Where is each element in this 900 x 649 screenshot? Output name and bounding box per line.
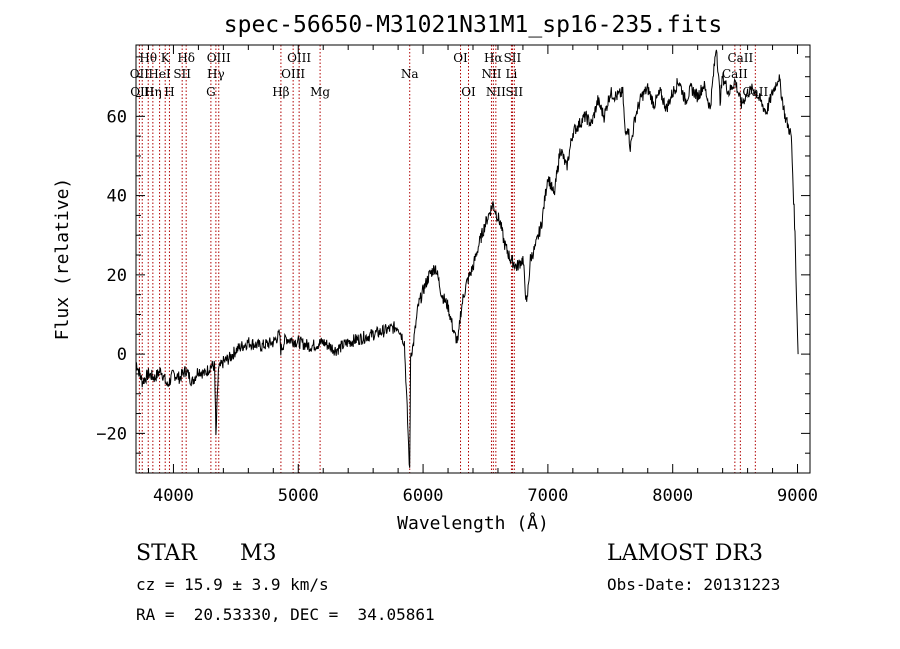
line-label-sii: SII bbox=[504, 51, 522, 65]
object-class: STAR bbox=[136, 541, 198, 566]
x-tick-label: 4000 bbox=[153, 486, 194, 506]
line-label-hθ: Hθ bbox=[139, 51, 157, 65]
line-label-oiii: OIII bbox=[207, 51, 231, 65]
line-label-caii: CaII bbox=[722, 67, 748, 81]
y-tick-label: 0 bbox=[117, 345, 127, 365]
y-axis-ticks: −20 0 20 40 60 bbox=[96, 56, 810, 454]
x-tick-label: 7000 bbox=[527, 486, 568, 506]
x-tick-label: 9000 bbox=[777, 486, 818, 506]
x-tick-label: 5000 bbox=[278, 486, 319, 506]
y-tick-label: 20 bbox=[107, 266, 127, 286]
line-label-k: K bbox=[161, 51, 171, 65]
line-label-hη: Hη bbox=[144, 85, 162, 99]
line-label-oiii: OIII bbox=[281, 67, 305, 81]
line-label-li: Li bbox=[506, 67, 518, 81]
line-label-mg: Mg bbox=[310, 85, 330, 99]
obs-date: Obs-Date: 20131223 bbox=[607, 575, 780, 594]
x-tick-label: 6000 bbox=[403, 486, 444, 506]
y-tick-label: 40 bbox=[107, 187, 127, 207]
coordinates: RA = 20.53330, DEC = 34.05861 bbox=[136, 605, 435, 624]
line-label-oii: OII bbox=[130, 67, 150, 81]
line-label-nii: NII bbox=[486, 85, 506, 99]
line-label-hα: Hα bbox=[484, 51, 503, 65]
object-subclass: M3 bbox=[240, 541, 277, 566]
line-label-oi: OI bbox=[461, 85, 476, 99]
line-label-sii: SII bbox=[505, 85, 523, 99]
x-axis-label: Wavelength (Å) bbox=[397, 512, 549, 534]
x-tick-label: 8000 bbox=[652, 486, 693, 506]
line-label-nii: NII bbox=[481, 67, 501, 81]
line-label-hβ: Hβ bbox=[272, 85, 289, 99]
line-label-na: Na bbox=[401, 67, 419, 81]
spectrum-line bbox=[135, 49, 799, 468]
y-tick-label: −20 bbox=[96, 424, 127, 444]
y-tick-label: 60 bbox=[107, 107, 127, 127]
plot-frame bbox=[135, 44, 811, 474]
line-label-g: G bbox=[206, 85, 216, 99]
survey-name: LAMOST DR3 bbox=[607, 541, 763, 566]
x-axis-ticks: 4000 5000 6000 7000 8000 9000 bbox=[147, 45, 818, 506]
line-label-hδ: Hδ bbox=[177, 51, 195, 65]
line-label-hei: HeI bbox=[148, 67, 171, 81]
redshift-value: cz = 15.9 ± 3.9 km/s bbox=[136, 575, 329, 594]
line-label-h: H bbox=[164, 85, 174, 99]
line-label-caii: CaII bbox=[727, 51, 753, 65]
line-label-sii: SII bbox=[173, 67, 191, 81]
line-markers bbox=[138, 45, 756, 473]
line-label-oiii: OIII bbox=[287, 51, 311, 65]
line-label-oi: OI bbox=[453, 51, 468, 65]
y-axis-label: Flux (relative) bbox=[52, 178, 73, 341]
line-label-hγ: Hγ bbox=[207, 67, 225, 81]
chart-title: spec-56650-M31021N31M1_sp16-235.fits bbox=[224, 12, 723, 38]
